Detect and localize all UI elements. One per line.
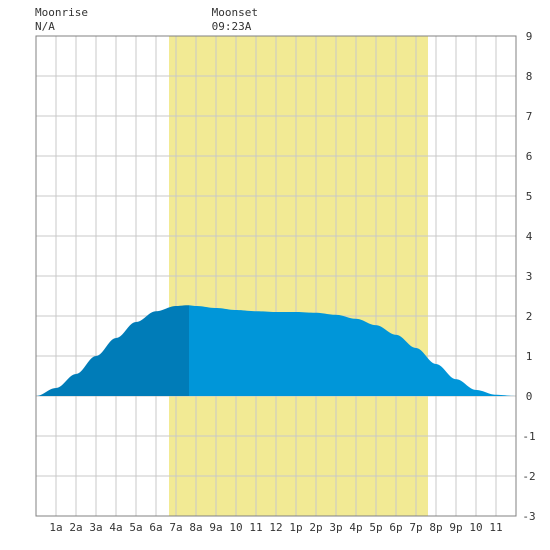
x-tick-label: 9p — [449, 521, 462, 534]
y-tick-label: 2 — [526, 310, 533, 323]
tide-area — [189, 305, 516, 396]
x-tick-label: 12 — [269, 521, 282, 534]
x-tick-label: 11 — [489, 521, 502, 534]
x-tick-label: 10 — [469, 521, 482, 534]
x-tick-label: 2p — [309, 521, 322, 534]
y-tick-label: 4 — [526, 230, 533, 243]
x-tick-label: 8a — [189, 521, 202, 534]
y-tick-label: 8 — [526, 70, 533, 83]
x-tick-label: 9a — [209, 521, 222, 534]
y-tick-label: 0 — [526, 390, 533, 403]
x-tick-label: 6a — [149, 521, 162, 534]
x-tick-label: 1a — [49, 521, 62, 534]
y-tick-label: -2 — [522, 470, 535, 483]
x-tick-label: 5p — [369, 521, 382, 534]
plot-frame — [35, 35, 517, 517]
y-tick-label: 3 — [526, 270, 533, 283]
x-tick-label: 11 — [249, 521, 262, 534]
x-tick-label: 10 — [229, 521, 242, 534]
y-tick-label: -1 — [522, 430, 535, 443]
x-tick-label: 3a — [89, 521, 102, 534]
x-tick-label: 2a — [69, 521, 82, 534]
x-tick-label: 5a — [129, 521, 142, 534]
x-tick-label: 8p — [429, 521, 442, 534]
y-tick-label: 5 — [526, 190, 533, 203]
x-tick-label: 7a — [169, 521, 182, 534]
moonrise-time: N/A — [35, 20, 55, 33]
moonrise-label: Moonrise — [35, 6, 88, 19]
moonset-time: 09:23A — [212, 20, 252, 33]
x-tick-label: 6p — [389, 521, 402, 534]
tide-area-moon — [36, 305, 189, 396]
y-tick-label: -3 — [522, 510, 535, 523]
x-tick-label: 4p — [349, 521, 362, 534]
moonset-label: Moonset — [212, 6, 258, 19]
y-tick-label: 7 — [526, 110, 533, 123]
x-tick-label: 1p — [289, 521, 302, 534]
y-tick-label: 1 — [526, 350, 533, 363]
x-tick-label: 4a — [109, 521, 122, 534]
y-tick-label: 9 — [526, 30, 533, 43]
x-tick-label: 7p — [409, 521, 422, 534]
x-tick-label: 3p — [329, 521, 342, 534]
y-tick-label: 6 — [526, 150, 533, 163]
